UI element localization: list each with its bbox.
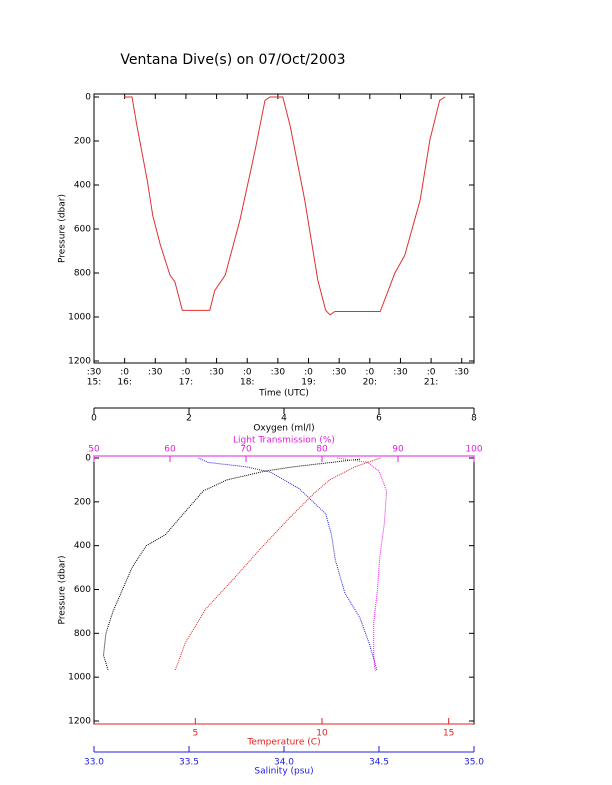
dive-line	[124, 96, 446, 316]
y-tick-label: 0	[85, 93, 91, 103]
x-tick-label: 4	[281, 414, 287, 424]
y-tick-label: 800	[74, 629, 91, 639]
x-tick-label: 0	[91, 414, 97, 424]
x-tick-label: 90	[392, 445, 404, 455]
profile-line	[102, 458, 361, 671]
x-tick-label: 80	[316, 445, 328, 455]
x-tick-sublabel: 18:	[240, 378, 254, 388]
y-axis-label: Pressure (dbar)	[58, 556, 68, 625]
x-tick-label: 6	[376, 414, 382, 424]
x-tick-sublabel: 19:	[301, 378, 315, 388]
x-tick-sublabel: 17:	[179, 378, 193, 388]
profile-line	[174, 457, 381, 671]
x-tick-label: :0	[304, 368, 313, 378]
x-tick-label: :30	[454, 368, 469, 378]
plot-frame	[93, 93, 475, 364]
y-tick-label: 0	[85, 454, 91, 464]
profile-line	[337, 457, 388, 671]
x-tick-label: 5	[192, 729, 198, 739]
plot-frame	[93, 455, 475, 725]
x-axis-label: Temperature (C)	[246, 738, 320, 748]
x-tick-label: 60	[164, 445, 176, 455]
y-tick-label: 600	[74, 225, 91, 235]
y-tick-label: 800	[74, 269, 91, 279]
y-tick-label: 1200	[68, 717, 91, 727]
x-tick-sublabel: 21:	[424, 378, 438, 388]
x-tick-label: 34.5	[369, 758, 389, 768]
x-tick-label: :0	[427, 368, 436, 378]
y-tick-label: 400	[74, 181, 91, 191]
x-tick-label: :0	[120, 368, 129, 378]
y-axis-label: Pressure (dbar)	[58, 194, 68, 263]
x-tick-sublabel: 16:	[117, 378, 131, 388]
x-tick-label: 70	[240, 445, 252, 455]
y-tick-label: 1200	[68, 357, 91, 367]
profile-line	[198, 457, 378, 671]
y-tick-label: 1000	[68, 673, 91, 683]
x-tick-label: 50	[88, 445, 100, 455]
x-tick-label: 33.0	[84, 758, 104, 768]
x-tick-label: 10	[316, 729, 328, 739]
x-tick-label: :0	[365, 368, 374, 378]
x-tick-label: 2	[186, 414, 192, 424]
y-tick-label: 200	[74, 497, 91, 507]
x-tick-label: :0	[182, 368, 191, 378]
y-tick-label: 600	[74, 585, 91, 595]
chart-title: Ventana Dive(s) on 07/Oct/2003	[120, 52, 345, 68]
y-tick-label: 200	[74, 137, 91, 147]
x-tick-label: :30	[87, 368, 102, 378]
x-axis-label: Light Transmission (%)	[233, 436, 335, 446]
x-tick-label: 33.5	[179, 758, 199, 768]
x-tick-label: :30	[209, 368, 224, 378]
y-tick-label: 1000	[68, 313, 91, 323]
x-axis-label: Salinity (psu)	[254, 767, 313, 777]
x-tick-label: :30	[271, 368, 286, 378]
x-tick-label: 15	[443, 729, 454, 739]
x-axis-label: Time (UTC)	[258, 389, 309, 399]
x-tick-label: :30	[332, 368, 347, 378]
x-tick-label: :0	[243, 368, 252, 378]
x-tick-sublabel: 20:	[363, 378, 377, 388]
x-tick-sublabel: 15:	[87, 378, 101, 388]
y-tick-label: 400	[74, 541, 91, 551]
x-tick-label: :30	[393, 368, 408, 378]
x-tick-label: 35.0	[464, 758, 484, 768]
x-tick-label: 100	[465, 445, 482, 455]
x-tick-label: 8	[471, 414, 477, 424]
x-tick-label: 34.0	[274, 758, 294, 768]
x-axis-label: Oxygen (ml/l)	[253, 424, 314, 434]
x-tick-label: :30	[148, 368, 163, 378]
